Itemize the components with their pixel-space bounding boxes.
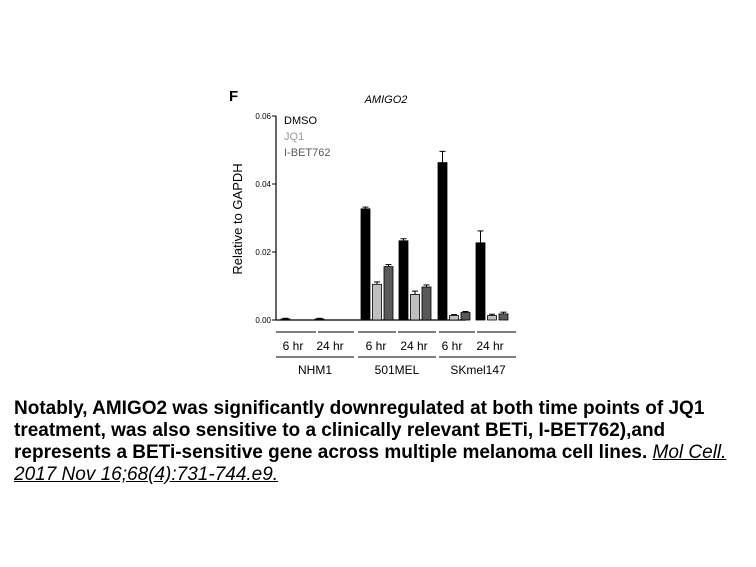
y-tick-label: 0.00 xyxy=(255,316,271,325)
chart-title: AMIGO2 xyxy=(364,94,408,106)
legend-entry: JQ1 xyxy=(284,131,304,143)
bar xyxy=(437,162,448,321)
timepoint-label: 6 hr xyxy=(366,339,387,353)
bar xyxy=(314,318,325,321)
y-tick-label: 0.04 xyxy=(255,180,271,189)
bar xyxy=(372,283,382,321)
citation-link[interactable]: Mol Cell. 2017 Nov 16;68(4):731-744.e9. xyxy=(14,442,727,485)
x-axis-groups: 6 hr 24 hr 6 hr 24 hr 6 hr 24 hr NHM1 501MEL SKm… xyxy=(276,331,516,377)
axes: 0.00 0.02 0.04 0.06 xyxy=(255,112,466,325)
bar xyxy=(487,315,497,321)
bar xyxy=(398,240,409,321)
bar xyxy=(410,294,420,321)
timepoint-label: 6 hr xyxy=(283,339,304,353)
legend: DMSO JQ1 I-BET762 xyxy=(284,115,330,159)
cell-line-label: NHM1 xyxy=(298,363,332,377)
bar xyxy=(449,315,459,321)
y-axis-label: Relative to GAPDH xyxy=(230,163,245,274)
bar xyxy=(475,242,486,321)
figure-caption: Notably, AMIGO2 was significantly downre… xyxy=(14,398,750,486)
y-tick-label: 0.02 xyxy=(255,248,271,257)
bars xyxy=(280,150,509,321)
bar xyxy=(280,318,291,321)
bar xyxy=(460,312,471,321)
timepoint-label: 6 hr xyxy=(442,339,463,353)
caption-text: Notably, AMIGO2 was significantly downre… xyxy=(14,398,705,463)
chart: F AMIGO2 Relative to GAPDH 0.000.020.040… xyxy=(229,88,516,377)
bar xyxy=(360,208,371,321)
legend-entry: I-BET762 xyxy=(284,147,330,159)
bar xyxy=(421,286,432,321)
timepoint-label: 24 hr xyxy=(400,339,427,353)
cell-line-label: 501MEL xyxy=(375,363,420,377)
timepoint-label: 24 hr xyxy=(476,339,503,353)
bar xyxy=(498,313,509,321)
panel-label: F xyxy=(229,88,238,105)
cell-line-label: SKmel147 xyxy=(450,363,506,377)
bar xyxy=(383,266,394,321)
y-tick-label: 0.06 xyxy=(255,112,271,121)
legend-entry: DMSO xyxy=(284,115,317,127)
timepoint-label: 24 hr xyxy=(316,339,343,353)
